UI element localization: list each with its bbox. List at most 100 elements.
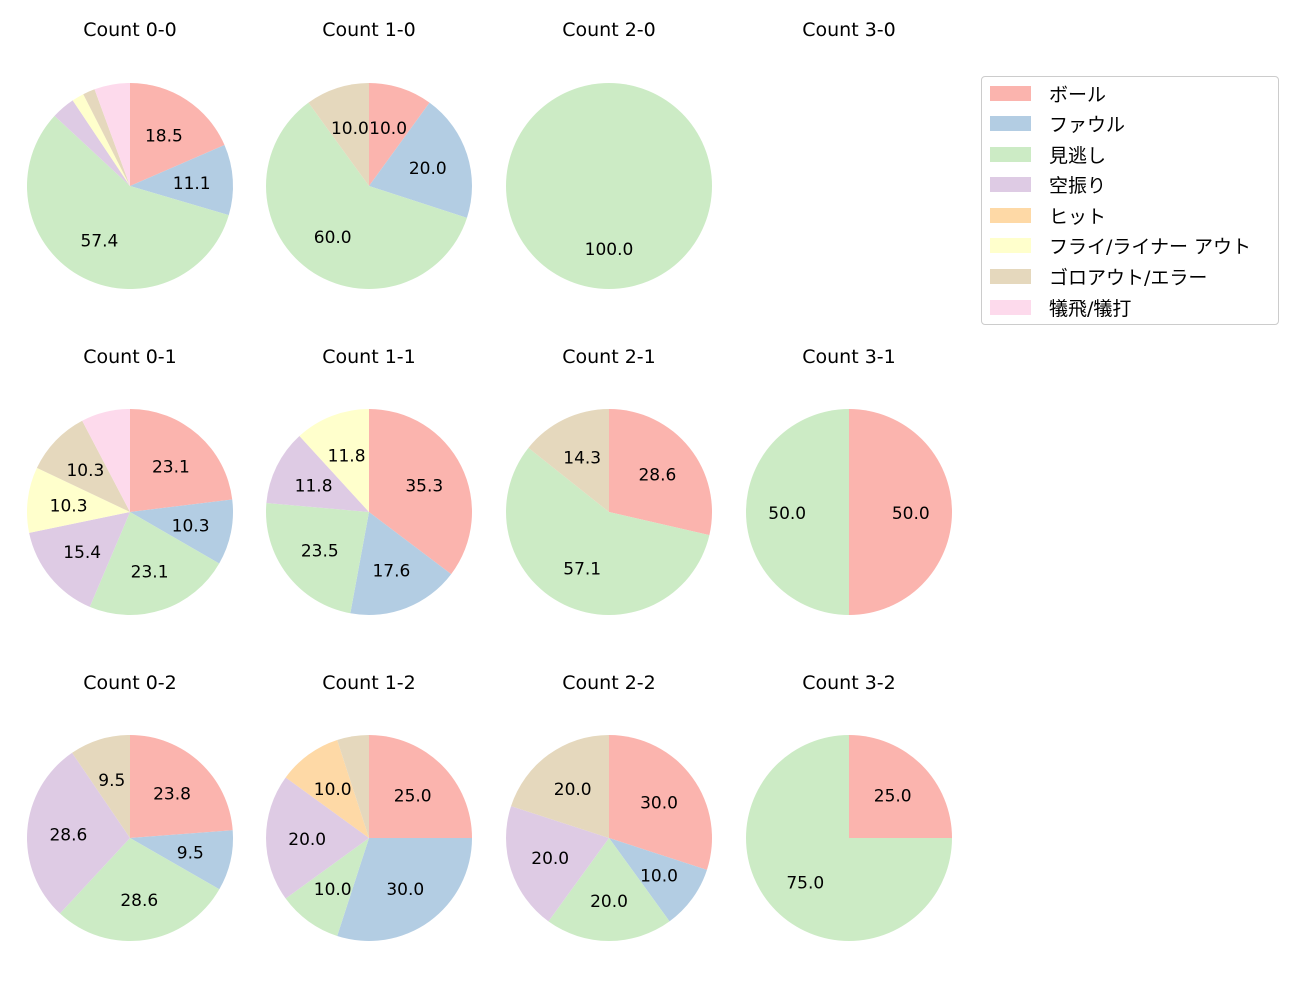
legend-label: ボール [1049, 83, 1107, 106]
pie-data-label: 50.0 [892, 504, 930, 524]
pie-slice [849, 735, 952, 838]
legend-item-called-strike: 見逃し [990, 139, 1106, 169]
pie-count-2-0: Count 2-0 100.0 [506, 19, 712, 289]
pie-data-label: 60.0 [314, 228, 352, 248]
pie-data-label: 15.4 [63, 543, 101, 563]
pie-data-label: 25.0 [394, 786, 432, 806]
legend-swatch-ball [990, 85, 1031, 101]
pie-slice [849, 409, 952, 615]
pie-slice [350, 512, 452, 615]
pie-count-0-0: Count 0-0 18.5 11.1 57.4 [26, 19, 233, 289]
pie-slice [83, 89, 130, 186]
pie-data-label: 11.8 [328, 446, 366, 466]
pie-data-label: 9.5 [177, 844, 204, 864]
pie-slice [285, 740, 369, 838]
pie-data-label: 10.3 [172, 516, 210, 536]
pie-data-label: 14.3 [563, 448, 601, 468]
pie-data-label: 10.3 [66, 461, 104, 481]
legend-item-swinging-strike: 空振り [990, 169, 1106, 199]
legend-swatch-fly-liner-out [990, 237, 1031, 253]
pie-slice [609, 838, 707, 922]
pie-slice [72, 94, 130, 186]
pie-title: Count 2-0 [562, 19, 656, 41]
pie-slice [548, 838, 670, 941]
pie-count-0-1: Count 0-1 23.1 10.3 23.1 15.4 10.3 10.3 [26, 346, 233, 616]
legend-swatch-foul [990, 115, 1031, 131]
legend-label: 空振り [1049, 174, 1107, 197]
legend-item-sacrifice: 犠飛/犠打 [990, 292, 1131, 322]
pie-data-label: 20.0 [531, 849, 569, 869]
pie-slice [746, 735, 952, 941]
pie-count-1-1: Count 1-1 35.3 17.6 23.5 11.8 11.8 [266, 346, 472, 615]
pie-slice [94, 83, 130, 186]
pie-count-1-0: Count 1-010.020.060.010.0 [266, 19, 473, 289]
pie-slice [130, 144, 233, 216]
legend-label: ファウル [1049, 113, 1126, 136]
pie-slice [82, 408, 130, 512]
legend-swatch-swinging-strike [990, 176, 1031, 192]
pie-slice [266, 777, 369, 899]
pie-data-label: 57.4 [80, 232, 118, 252]
pie-title: Count 3-0 [802, 19, 896, 41]
legend: ボール ファウル 見逃し 空振り ヒット フライ/ライナー アウト ゴロアウト/… [981, 76, 1279, 325]
pie-data-label: 9.5 [98, 771, 125, 791]
pie-data-label: 18.5 [145, 126, 183, 146]
pie-slice [746, 409, 849, 615]
legend-label: ヒット [1049, 205, 1107, 228]
pie-count-3-1: Count 3-1 50.0 50.0 [746, 346, 952, 615]
pie-slice [505, 806, 609, 922]
pie-data-label: 23.5 [301, 541, 339, 561]
pie-data-label: 10.0 [640, 866, 678, 886]
pie-count-3-0: Count 3-0 [802, 19, 896, 41]
pie-data-label: 11.1 [173, 174, 211, 194]
pie-data-label: 10.0 [331, 119, 369, 139]
pie-title: Count 3-1 [802, 346, 896, 368]
pie-data-label: 20.0 [590, 892, 628, 912]
pie-slice [72, 735, 130, 838]
pie-data-label: 23.1 [152, 458, 190, 478]
pie-slice [369, 83, 430, 186]
pie-title: Count 2-1 [562, 346, 656, 368]
legend-label: ゴロアウト/エラー [1049, 266, 1208, 289]
pie-data-label: 11.8 [295, 477, 333, 497]
pie-data-label: 28.6 [49, 825, 87, 845]
pie-slice [130, 499, 233, 564]
pie-slice [130, 830, 234, 890]
pie-count-3-2: Count 3-2 25.0 75.0 [746, 672, 952, 941]
pie-title: Count 0-0 [83, 19, 177, 41]
pie-data-label: 50.0 [768, 504, 806, 524]
pie-data-label: 25.0 [874, 786, 912, 806]
pie-slice [506, 83, 712, 289]
pie-title: Count 1-2 [322, 672, 416, 694]
pie-slice [609, 735, 713, 870]
pie-data-label: 30.0 [386, 880, 424, 900]
pie-slice [511, 735, 609, 838]
legend-label: 犠飛/犠打 [1049, 297, 1132, 320]
pie-title: Count 2-2 [562, 672, 656, 694]
pie-slice [369, 409, 472, 575]
pie-data-label: 30.0 [640, 794, 678, 814]
pie-slice [130, 83, 225, 186]
pie-slice [29, 512, 131, 607]
pie-slice [266, 102, 467, 289]
pie-data-label: 23.1 [131, 563, 169, 583]
pie-data-label: 100.0 [585, 240, 634, 260]
pie-data-label: 28.6 [638, 466, 676, 486]
pie-data-label: 17.6 [372, 562, 410, 582]
pie-slice [506, 447, 710, 615]
pie-slice [130, 409, 233, 512]
pie-data-label: 20.0 [288, 830, 326, 850]
legend-label: 見逃し [1049, 144, 1107, 167]
pie-count-2-1: Count 2-1 28.6 57.1 14.3 [506, 346, 713, 615]
legend-label: フライ/ライナー アウト [1049, 235, 1252, 258]
pie-slice [89, 512, 220, 616]
pie-title: Count 0-1 [83, 346, 177, 368]
pie-slice [26, 115, 229, 289]
pie-data-label: 35.3 [405, 477, 443, 497]
pie-slice [59, 838, 220, 942]
legend-swatch-sacrifice [990, 299, 1031, 315]
pie-title: Count 0-2 [83, 672, 177, 694]
pie-slice [337, 735, 369, 838]
pie-slice [369, 735, 472, 838]
pie-count-0-2: Count 0-2 23.8 9.5 28.6 28.6 9.5 [26, 672, 234, 942]
